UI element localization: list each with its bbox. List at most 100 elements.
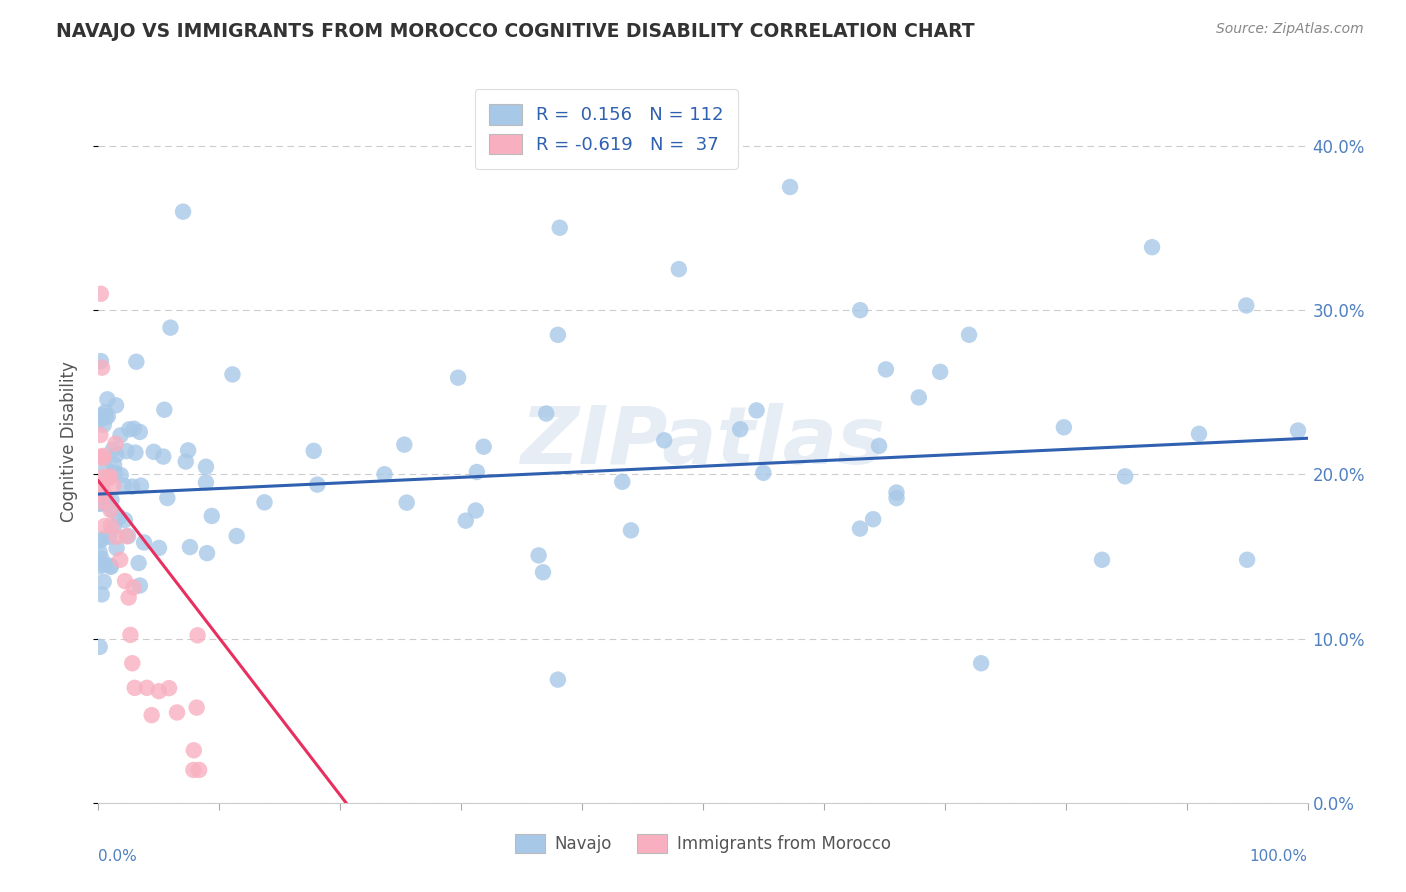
Point (179, 540, 201, 554)
Point (166, 706, 188, 720)
Point (122, 422, 145, 436)
Point (98, 469, 121, 483)
Point (1236, 553, 1258, 567)
Point (302, 443, 325, 458)
Point (89, 640, 111, 654)
Point (472, 440, 495, 454)
Point (93, 469, 115, 483)
Point (93, 449, 115, 463)
Point (89, 533, 111, 548)
Text: 100.0%: 100.0% (1250, 849, 1308, 863)
Point (907, 391, 929, 405)
Point (94, 405, 117, 419)
Point (104, 436, 127, 450)
Point (93, 558, 115, 572)
Point (186, 700, 208, 714)
Point (612, 475, 634, 489)
Point (225, 529, 247, 543)
Point (1091, 553, 1114, 567)
Point (90, 494, 112, 508)
Point (373, 467, 395, 482)
Point (94, 461, 117, 475)
Point (253, 495, 276, 509)
Point (188, 763, 211, 777)
Point (134, 535, 156, 549)
Y-axis label: Cognitive Disability: Cognitive Disability (59, 361, 77, 522)
Point (454, 514, 477, 528)
Point (90, 286, 112, 301)
Point (128, 578, 150, 592)
Point (201, 508, 224, 523)
Point (1286, 424, 1309, 438)
Point (668, 262, 690, 277)
Point (652, 434, 675, 448)
Point (100, 558, 122, 573)
Point (100, 493, 122, 508)
Point (101, 503, 124, 517)
Point (752, 466, 775, 480)
Point (93, 417, 115, 432)
Point (91, 451, 114, 466)
Point (121, 657, 143, 671)
Point (97, 409, 120, 424)
Point (100, 503, 122, 517)
Point (187, 628, 209, 642)
Point (728, 422, 751, 436)
Point (115, 529, 138, 543)
Point (120, 628, 142, 642)
Point (868, 439, 890, 453)
Point (90, 480, 112, 494)
Point (89, 495, 111, 509)
Point (447, 370, 470, 384)
Point (91, 532, 114, 546)
Point (142, 445, 165, 459)
Point (90, 409, 112, 423)
Point (114, 513, 136, 527)
Point (548, 220, 571, 235)
Point (148, 541, 170, 555)
Point (135, 681, 157, 695)
Point (93, 487, 115, 501)
Point (89, 559, 111, 574)
Point (862, 512, 884, 526)
Point (90, 475, 112, 490)
Point (970, 657, 993, 671)
Point (849, 522, 872, 536)
Point (465, 465, 488, 479)
Point (105, 398, 128, 412)
Point (90, 450, 112, 464)
Point (527, 549, 550, 563)
Point (105, 530, 128, 544)
Point (101, 478, 124, 492)
Point (547, 673, 569, 687)
Point (156, 491, 179, 505)
Point (125, 355, 148, 369)
Point (100, 518, 122, 533)
Point (103, 458, 125, 472)
Point (94, 490, 117, 504)
Point (929, 365, 952, 379)
Point (129, 478, 152, 492)
Text: 0.0%: 0.0% (98, 849, 138, 863)
Point (90, 354, 112, 368)
Point (779, 180, 801, 194)
Point (90, 551, 112, 566)
Point (395, 495, 418, 509)
Point (96, 497, 118, 511)
Point (89, 545, 111, 559)
Point (153, 402, 176, 417)
Point (141, 708, 163, 723)
Point (124, 445, 146, 459)
Point (118, 591, 141, 605)
Point (108, 553, 131, 567)
Point (100, 559, 122, 574)
Point (90, 587, 112, 601)
Point (531, 566, 554, 580)
Point (159, 320, 181, 334)
Point (620, 524, 643, 538)
Point (94, 410, 117, 425)
Point (128, 556, 150, 570)
Point (177, 443, 200, 458)
Point (183, 763, 205, 777)
Point (110, 468, 132, 483)
